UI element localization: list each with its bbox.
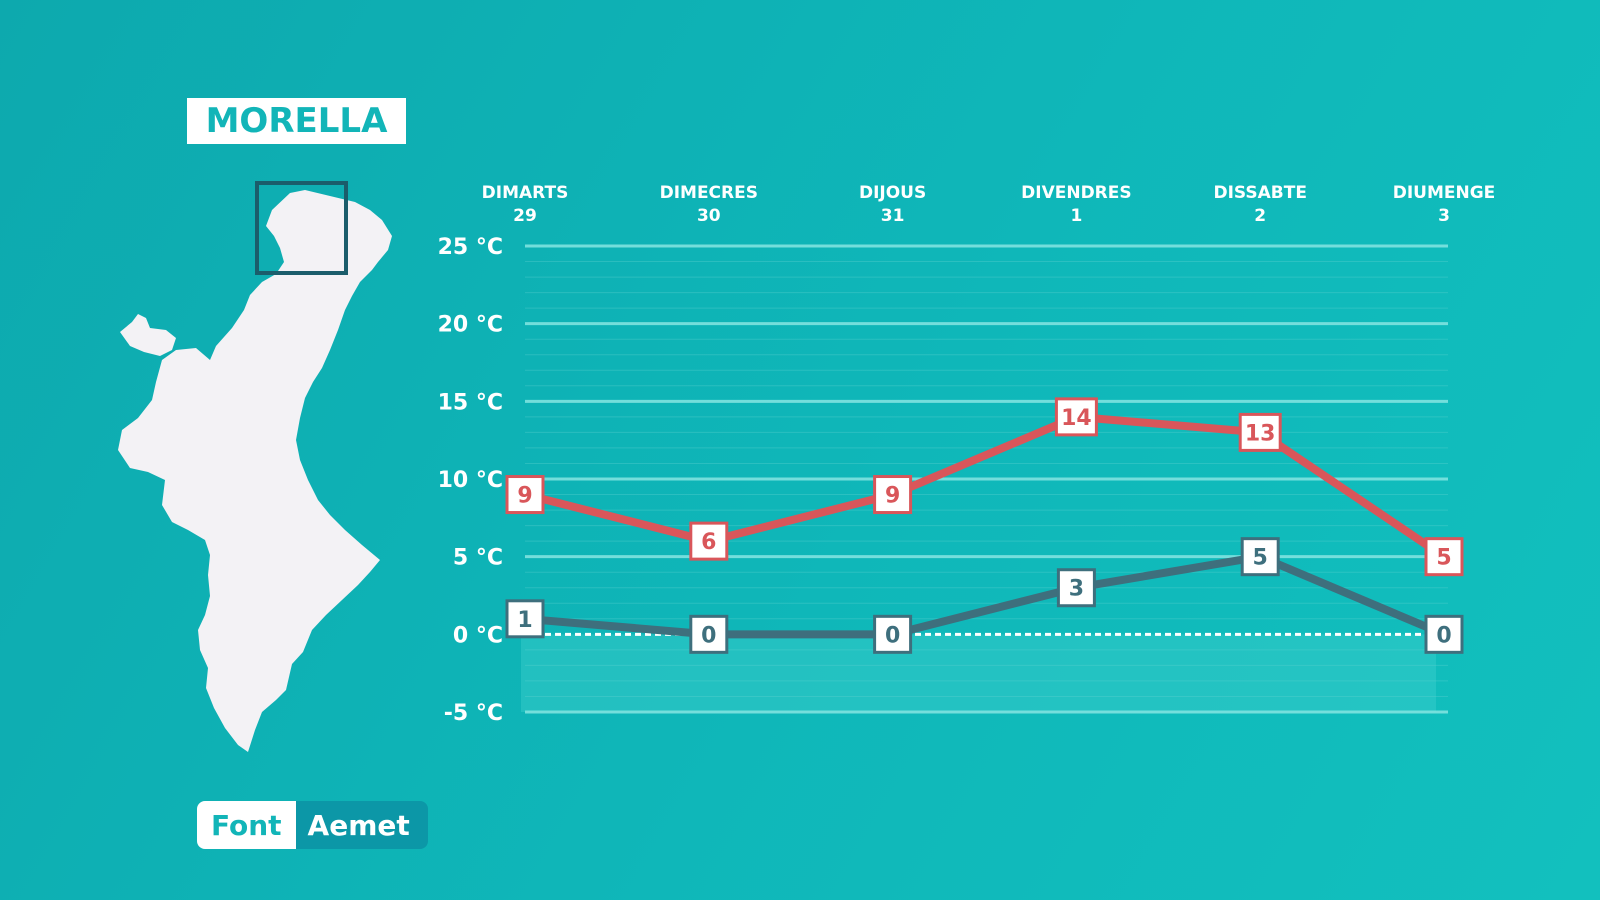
- data-label-box: [1240, 537, 1280, 577]
- region-map-shape: [118, 190, 392, 752]
- data-label-value: 0: [701, 623, 716, 648]
- region-map: [118, 181, 392, 752]
- x-day-label: DIUMENGE: [1393, 183, 1496, 203]
- data-label-max: 9: [873, 475, 913, 515]
- data-label-box: [1054, 397, 1098, 437]
- island-shape: [120, 314, 176, 356]
- y-tick-label: 0 °C: [453, 623, 503, 648]
- y-tick-label: 5 °C: [453, 546, 503, 571]
- data-label-box: [1424, 614, 1464, 654]
- source-badge: Font Aemet: [197, 801, 428, 849]
- location-title: MORELLA: [205, 101, 388, 141]
- data-label-min: 3: [1056, 568, 1096, 608]
- data-label-value: 14: [1061, 406, 1092, 431]
- x-date-label: 29: [513, 206, 537, 226]
- data-label-value: 6: [701, 530, 716, 555]
- series-line-min: [521, 552, 1448, 639]
- data-label-min: 0: [1424, 614, 1464, 654]
- data-label-box: [1056, 568, 1096, 608]
- y-tick-label: 25 °C: [438, 235, 503, 260]
- data-label-value: 5: [1436, 546, 1451, 571]
- data-label-value: 13: [1245, 421, 1276, 446]
- data-label-value: 5: [1253, 546, 1268, 571]
- x-day-label: DIMARTS: [482, 183, 569, 203]
- source-value: Aemet: [295, 801, 428, 849]
- x-day-label: DISSABTE: [1213, 183, 1306, 203]
- data-label-max: 14: [1054, 397, 1098, 437]
- data-label-box: [1424, 537, 1464, 577]
- x-date-label: 1: [1070, 206, 1082, 226]
- data-label-max: 9: [505, 475, 545, 515]
- x-date-label: 30: [697, 206, 721, 226]
- x-day-label: DIJOUS: [859, 183, 926, 203]
- x-day-label: DIMECRES: [660, 183, 758, 203]
- series-line-max: [521, 412, 1448, 561]
- x-date-label: 31: [881, 206, 905, 226]
- data-label-max: 5: [1424, 537, 1464, 577]
- data-label-value: 0: [885, 623, 900, 648]
- data-label-box: [505, 475, 545, 515]
- data-label-box: [873, 614, 913, 654]
- y-tick-label: 20 °C: [438, 313, 503, 338]
- y-tick-label: 15 °C: [438, 390, 503, 415]
- source-label: Font: [197, 801, 296, 849]
- data-label-min: 0: [873, 614, 913, 654]
- location-highlight-box: [255, 181, 348, 275]
- data-label-min: 5: [1240, 537, 1280, 577]
- y-tick-label: 10 °C: [438, 468, 503, 493]
- data-label-box: [1238, 412, 1282, 452]
- data-label-box: [505, 599, 545, 639]
- data-label-max: 13: [1238, 412, 1282, 452]
- data-label-value: 9: [885, 484, 900, 509]
- x-date-label: 3: [1438, 206, 1450, 226]
- data-label-value: 0: [1436, 623, 1451, 648]
- data-label-value: 3: [1069, 577, 1084, 602]
- data-label-box: [689, 614, 729, 654]
- data-label-min: 1: [505, 599, 545, 639]
- x-day-label: DIVENDRES: [1021, 183, 1132, 203]
- data-label-value: 1: [517, 608, 532, 633]
- data-label-value: 9: [517, 484, 532, 509]
- data-label-box: [689, 521, 729, 561]
- data-label-min: 0: [689, 614, 729, 654]
- x-date-label: 2: [1254, 206, 1266, 226]
- below-zero-band: [521, 634, 1436, 712]
- data-label-max: 6: [689, 521, 729, 561]
- y-tick-label: -5 °C: [444, 701, 503, 726]
- location-title-badge: MORELLA: [187, 98, 406, 144]
- data-label-box: [873, 475, 913, 515]
